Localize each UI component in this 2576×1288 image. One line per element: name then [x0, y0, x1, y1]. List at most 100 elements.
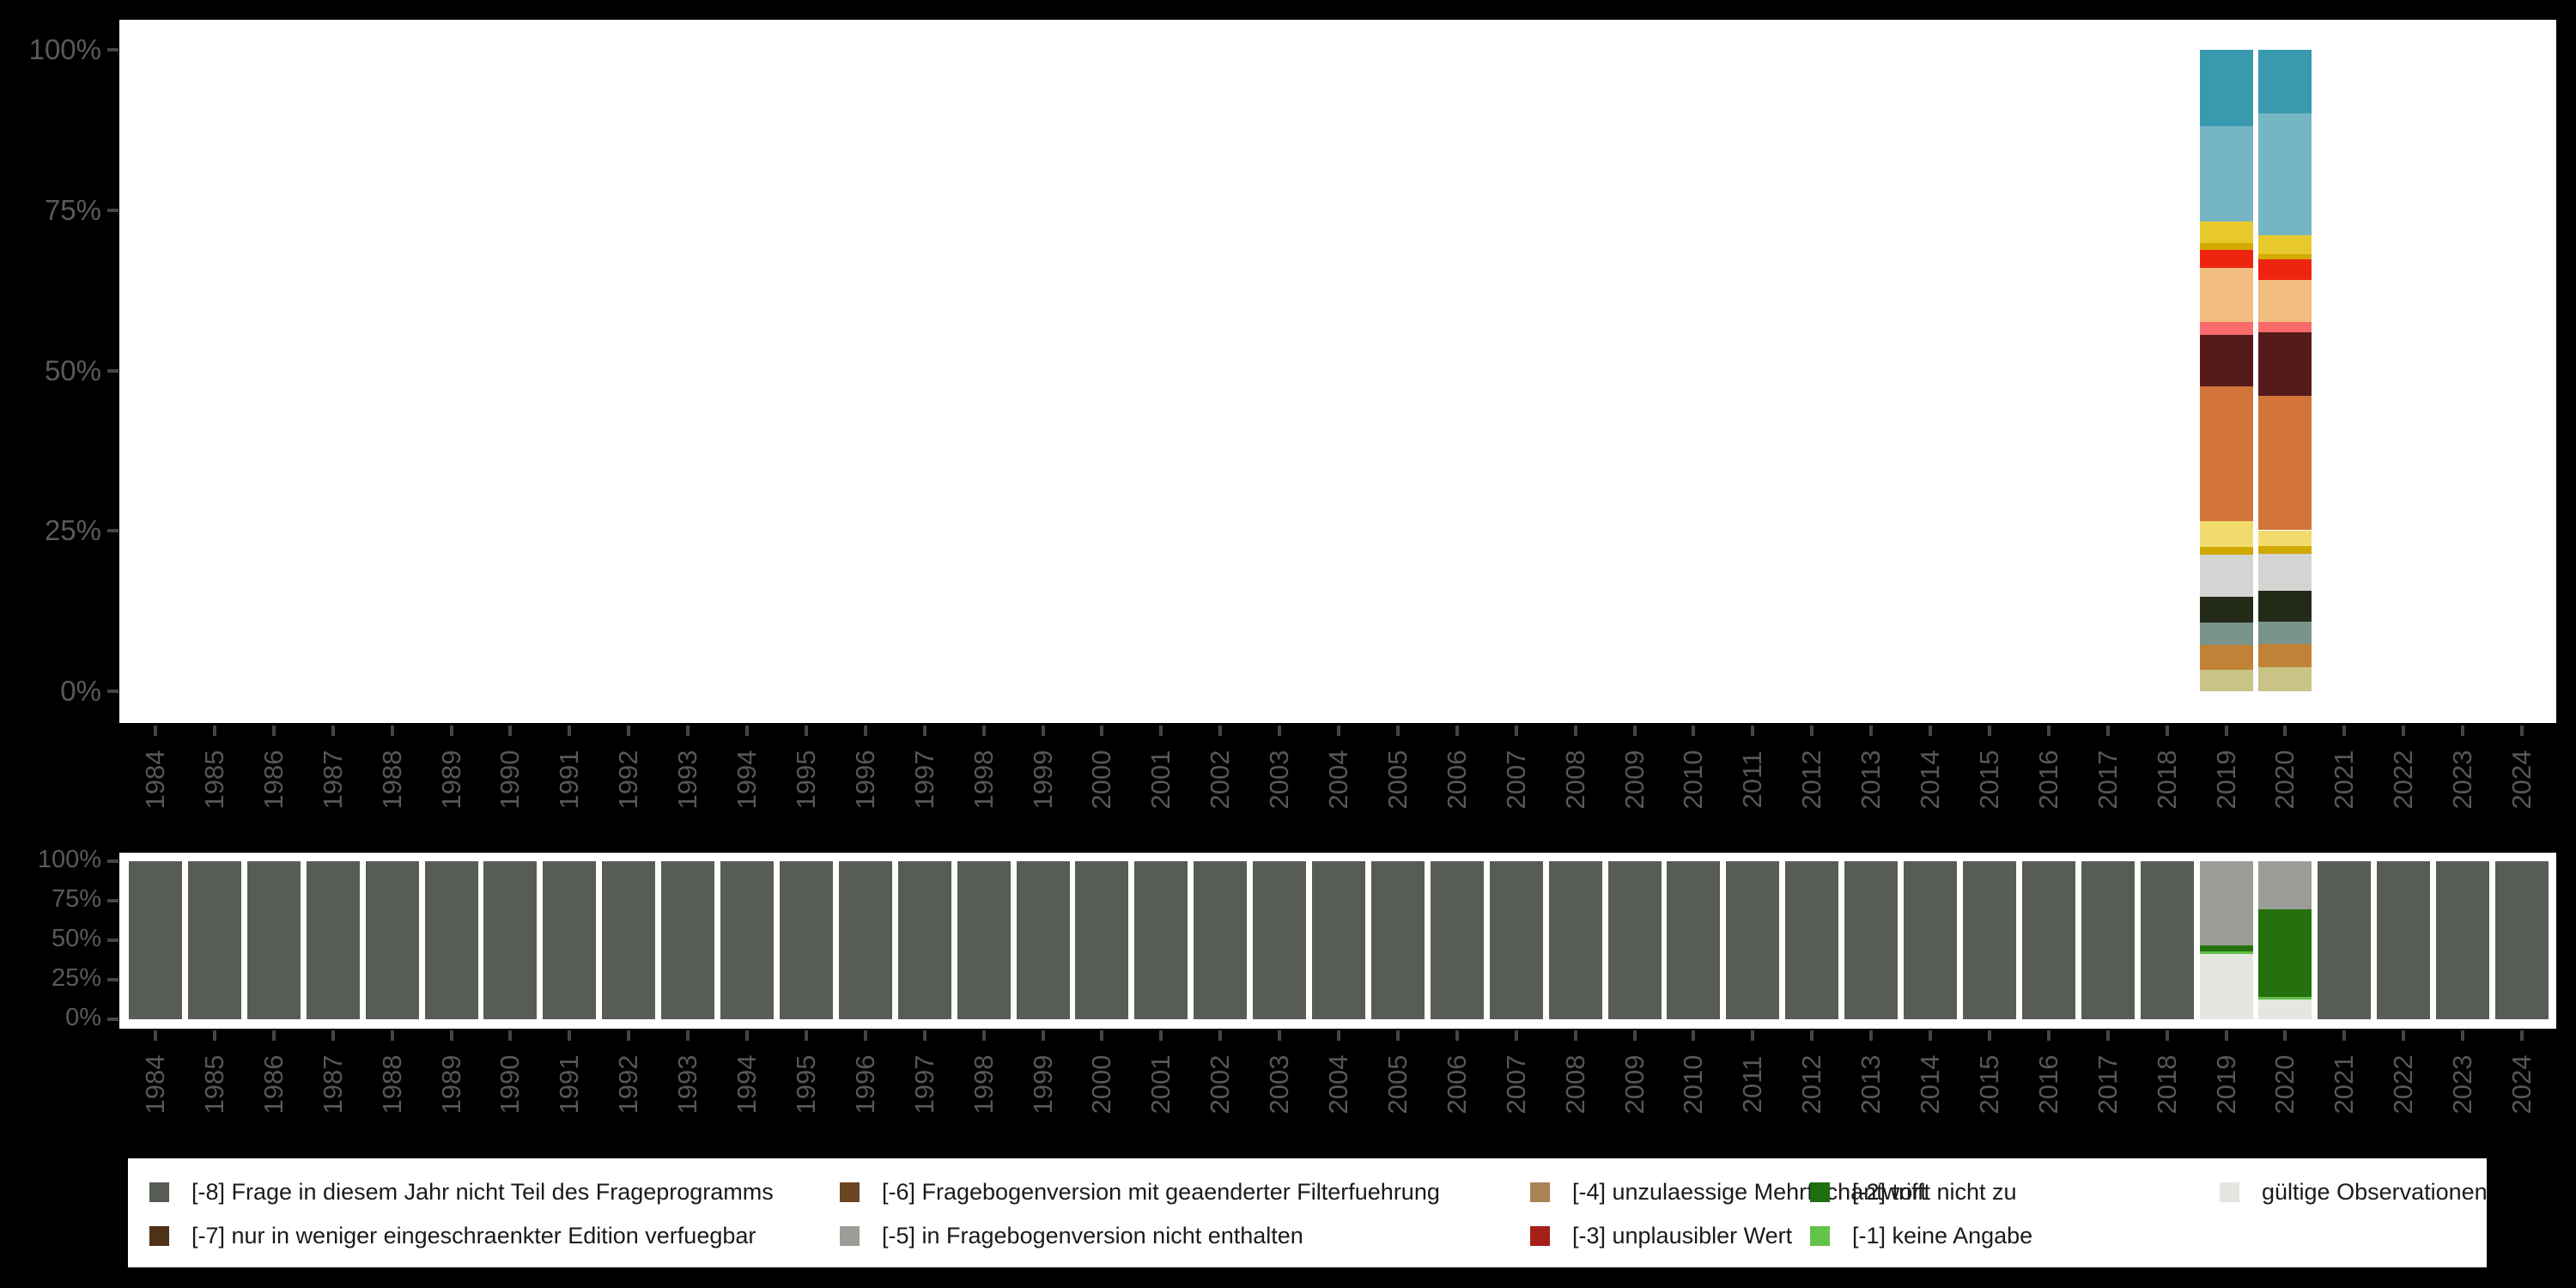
bar-segment-2020[interactable] — [2258, 530, 2312, 547]
bar-segment-2020[interactable] — [2258, 259, 2312, 281]
x-tick-label-1989: 1989 — [435, 1054, 466, 1115]
bar-segment-2020[interactable] — [2258, 396, 2312, 531]
bar-segment-2006[interactable] — [1430, 860, 1484, 1019]
bar-segment-1992[interactable] — [602, 860, 656, 1019]
bar-segment-2008[interactable] — [1548, 860, 1602, 1019]
x-tick-label-2004: 2004 — [1323, 750, 1353, 810]
bar-segment-2020[interactable] — [2258, 554, 2312, 592]
bar-segment-1985[interactable] — [187, 860, 241, 1019]
bar-segment-2017[interactable] — [2081, 860, 2135, 1019]
bar-segment-2020[interactable] — [2258, 996, 2312, 999]
x-tick-label-2005: 2005 — [1382, 750, 1413, 810]
x-tick-mark — [2224, 726, 2228, 736]
bar-segment-2022[interactable] — [2377, 860, 2431, 1019]
bar-segment-2020[interactable] — [2258, 591, 2312, 623]
bar-segment-1988[interactable] — [365, 860, 419, 1019]
x-tick-mark — [331, 1030, 335, 1041]
bar-segment-1998[interactable] — [957, 860, 1011, 1019]
bar-segment-2020[interactable] — [2258, 280, 2312, 322]
bar-segment-2019[interactable] — [2199, 242, 2253, 251]
bar-segment-2020[interactable] — [2258, 860, 2312, 910]
bar-segment-2020[interactable] — [2258, 909, 2312, 997]
bar-segment-1994[interactable] — [720, 860, 774, 1019]
bar-segment-1996[interactable] — [838, 860, 892, 1019]
bar-segment-2019[interactable] — [2199, 125, 2253, 222]
y-tick-label: 50% — [51, 924, 101, 952]
bar-segment-2019[interactable] — [2199, 860, 2253, 946]
bar-segment-1986[interactable] — [246, 860, 301, 1019]
bar-segment-2019[interactable] — [2199, 321, 2253, 336]
bar-segment-2009[interactable] — [1607, 860, 1662, 1019]
bar-segment-2019[interactable] — [2199, 945, 2253, 952]
bar-segment-2020[interactable] — [2258, 112, 2312, 235]
x-tick-label-2020: 2020 — [2269, 750, 2300, 810]
x-tick-mark — [449, 1030, 453, 1041]
bar-segment-1989[interactable] — [424, 860, 478, 1019]
bar-segment-2014[interactable] — [1904, 860, 1957, 1019]
bar-segment-2007[interactable] — [1489, 860, 1543, 1019]
bar-segment-2020[interactable] — [2258, 546, 2312, 555]
bar-segment-2002[interactable] — [1194, 860, 1248, 1019]
bar-segment-2016[interactable] — [2021, 860, 2075, 1019]
bar-segment-1999[interactable] — [1016, 860, 1070, 1019]
x-tick-mark — [1455, 726, 1459, 736]
bar-segment-2013[interactable] — [1844, 860, 1899, 1019]
bar-segment-2019[interactable] — [2199, 386, 2253, 522]
bar-segment-2019[interactable] — [2199, 335, 2253, 387]
x-tick-label-2016: 2016 — [2032, 1054, 2063, 1115]
bar-segment-2015[interactable] — [1962, 860, 2016, 1019]
bar-segment-2019[interactable] — [2199, 267, 2253, 322]
x-tick-label-1991: 1991 — [554, 750, 585, 810]
legend-swatch — [1530, 1182, 1550, 1202]
bar-segment-2000[interactable] — [1075, 860, 1129, 1019]
x-tick-mark — [922, 1030, 927, 1041]
bar-segment-2021[interactable] — [2318, 860, 2372, 1019]
x-tick-label-2009: 2009 — [1619, 1054, 1649, 1115]
bar-segment-2019[interactable] — [2199, 554, 2253, 598]
bar-segment-2019[interactable] — [2199, 623, 2253, 646]
bar-segment-2019[interactable] — [2199, 50, 2253, 126]
bar-segment-2020[interactable] — [2258, 332, 2312, 397]
bar-segment-2019[interactable] — [2199, 546, 2253, 555]
bar-segment-2019[interactable] — [2199, 521, 2253, 547]
bar-segment-1995[interactable] — [779, 860, 833, 1019]
x-tick-label-1993: 1993 — [672, 1054, 703, 1115]
bar-segment-2004[interactable] — [1312, 860, 1365, 1019]
bar-segment-2001[interactable] — [1134, 860, 1188, 1019]
bar-segment-2019[interactable] — [2199, 954, 2253, 1019]
x-tick-label-1997: 1997 — [908, 750, 939, 810]
bar-segment-2020[interactable] — [2258, 999, 2312, 1019]
bar-segment-2023[interactable] — [2436, 860, 2490, 1019]
bar-segment-2019[interactable] — [2199, 250, 2253, 268]
bar-segment-2020[interactable] — [2258, 644, 2312, 668]
bar-segment-1997[interactable] — [897, 860, 951, 1019]
bar-segment-2020[interactable] — [2258, 667, 2312, 691]
bar-segment-2003[interactable] — [1253, 860, 1307, 1019]
bar-segment-1987[interactable] — [306, 860, 360, 1019]
bar-segment-1984[interactable] — [129, 860, 182, 1019]
bar-segment-2019[interactable] — [2199, 670, 2253, 691]
bar-segment-1993[interactable] — [661, 860, 715, 1019]
bar-segment-2018[interactable] — [2140, 860, 2194, 1019]
bar-segment-1990[interactable] — [483, 860, 538, 1019]
x-tick-mark — [1337, 1030, 1340, 1041]
legend-label: [-2] trifft nicht zu — [1852, 1179, 2017, 1205]
bar-segment-2012[interactable] — [1785, 860, 1839, 1019]
bar-segment-2005[interactable] — [1370, 860, 1425, 1019]
bar-segment-2020[interactable] — [2258, 253, 2312, 260]
bar-segment-2020[interactable] — [2258, 622, 2312, 645]
bar-segment-2020[interactable] — [2258, 50, 2312, 113]
x-tick-label-2017: 2017 — [2092, 750, 2123, 810]
bar-segment-2024[interactable] — [2495, 860, 2549, 1019]
bar-segment-2019[interactable] — [2199, 597, 2253, 623]
bar-segment-2020[interactable] — [2258, 234, 2312, 254]
bar-segment-1991[interactable] — [543, 860, 597, 1019]
bar-segment-2020[interactable] — [2258, 321, 2312, 333]
bar-segment-2010[interactable] — [1667, 860, 1721, 1019]
x-tick-label-1987: 1987 — [317, 750, 348, 810]
bar-segment-2019[interactable] — [2199, 222, 2253, 243]
bar-segment-2019[interactable] — [2199, 951, 2253, 954]
bar-segment-2019[interactable] — [2199, 645, 2253, 671]
bar-segment-2011[interactable] — [1726, 860, 1780, 1019]
x-tick-mark — [1159, 1030, 1163, 1041]
